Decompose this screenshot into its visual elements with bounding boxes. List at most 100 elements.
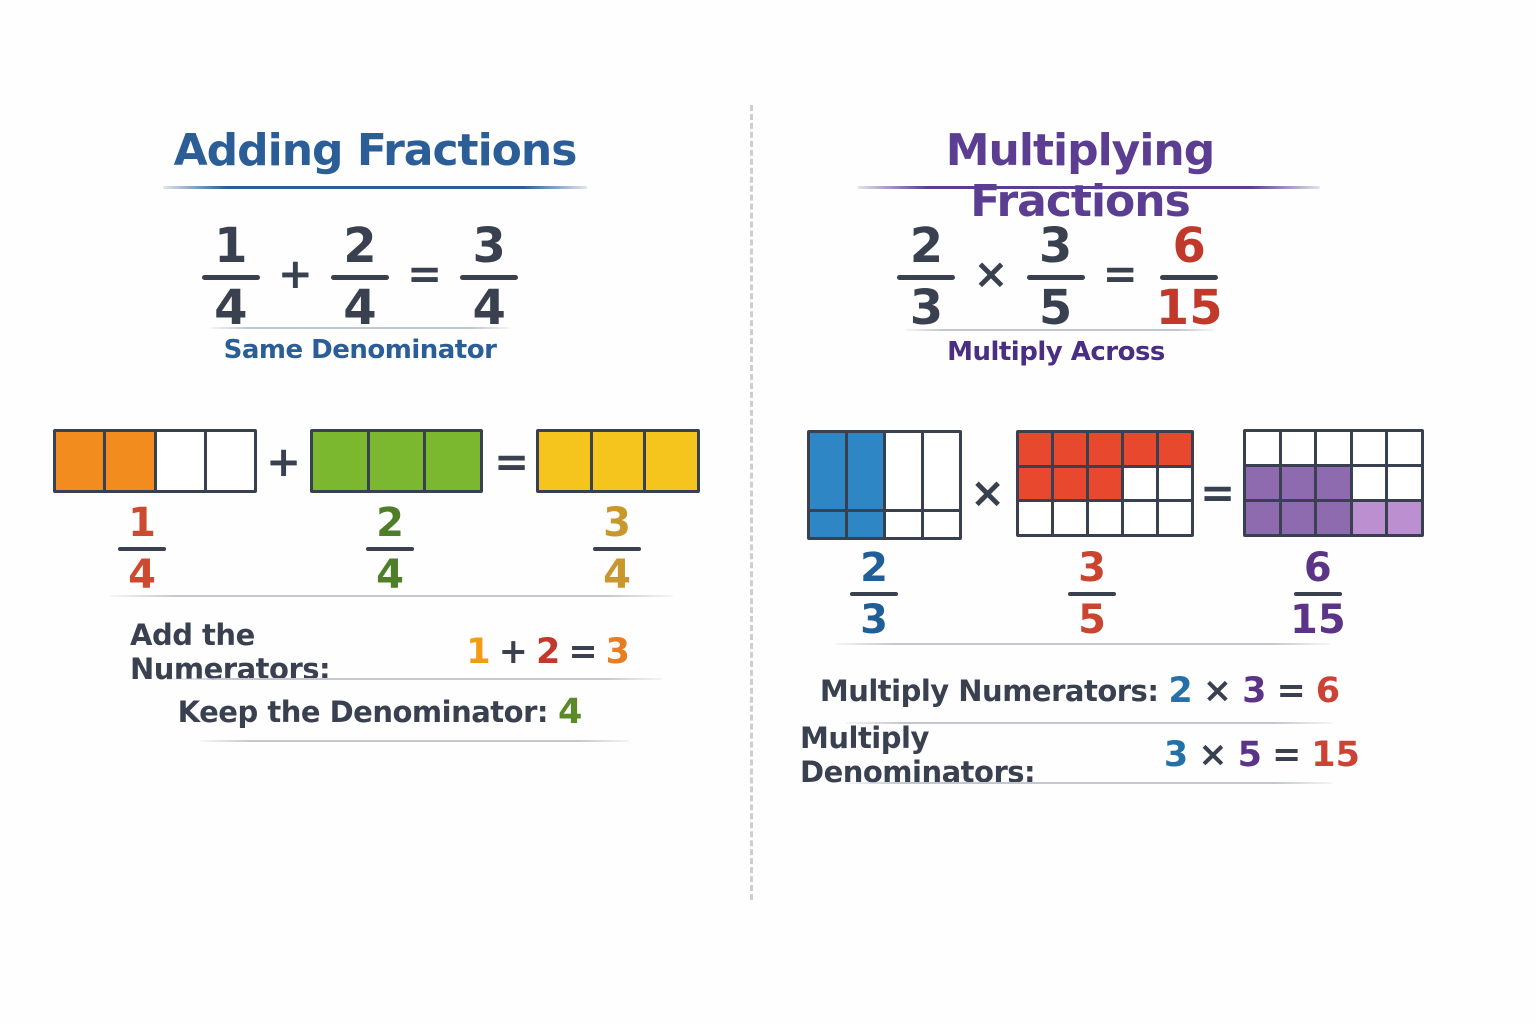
label-fraction-2-3: 2 3	[850, 548, 898, 640]
rule-label: Multiply Numerators:	[819, 674, 1159, 708]
grid-cell-white	[1281, 432, 1315, 464]
right-panel-title: Multiplying Fractions	[945, 125, 1215, 227]
grid-cell-white	[924, 433, 959, 509]
denominator: 5	[1038, 279, 1073, 336]
grid-cell-white	[1159, 467, 1191, 500]
multiply-numerators-underline	[845, 722, 1333, 724]
add-numerators-line: Add the Numerators: 1 +2 = 3	[130, 618, 630, 686]
numerator: 1	[214, 218, 248, 274]
grid-cell-lilac	[1388, 502, 1421, 534]
label-fraction-1-4: 1 4	[118, 503, 166, 595]
fraction-bar	[850, 592, 898, 596]
fraction-bar	[201, 274, 260, 280]
left-equation: 1 4 + 2 4 = 3 4	[170, 222, 550, 333]
grid-cell-green	[313, 432, 367, 490]
numerator: 1	[128, 500, 156, 546]
rule-label: Multiply Denominators:	[800, 721, 1036, 789]
left-section-underline	[110, 595, 673, 597]
area-model-3-5	[1016, 430, 1194, 537]
add-numerators-underline	[168, 678, 663, 680]
grid-cell-white	[1246, 432, 1279, 464]
grid-cell-red	[1054, 433, 1086, 465]
rule-expression: 3 × 5 = 15	[1164, 735, 1360, 775]
grid-cell-white	[1054, 502, 1086, 534]
rule-label: Keep the Denominator:	[177, 695, 549, 729]
equation-token: 3	[1242, 671, 1267, 711]
plus-operator: +	[266, 437, 302, 486]
fraction-bar	[118, 547, 166, 551]
equation-token: 5	[1237, 735, 1262, 775]
rule-expression: 4	[558, 692, 582, 732]
grid-cell-red	[1019, 433, 1051, 465]
rule-label: Add the Numerators:	[130, 618, 331, 686]
right-subtitle: Multiply Across	[947, 337, 1165, 367]
multiply-denominators-underline	[845, 782, 1333, 784]
multiply-numerators-line: Multiply Numerators: 2 × 3 = 6	[810, 668, 1350, 714]
grid-cell-lilac	[1352, 502, 1386, 534]
left-title-underline	[163, 186, 587, 189]
area-model-6-15	[1243, 429, 1424, 537]
grid-cell-green	[369, 432, 424, 490]
denominator: 4	[376, 552, 404, 598]
denominator: 4	[472, 279, 506, 336]
right-title-underline	[858, 186, 1320, 189]
grid-cell-orange	[106, 432, 154, 490]
grid-cell-purple	[1317, 467, 1350, 499]
denominator: 3	[860, 597, 888, 643]
fraction-bar	[1026, 274, 1085, 280]
grid-cell-white	[1089, 502, 1121, 534]
numerator: 3	[1078, 545, 1106, 591]
grid-cell-yellow	[539, 432, 590, 490]
fraction-3-5: 3 5	[1026, 218, 1085, 336]
grid-cell-blue	[810, 433, 845, 509]
grid-cell-white	[1124, 467, 1156, 500]
numerator: 3	[472, 218, 506, 274]
right-section-underline	[835, 643, 1330, 645]
grid-cell-orange	[56, 432, 104, 490]
grid-cell-purple	[1317, 502, 1350, 534]
numerator: 3	[1038, 218, 1073, 274]
equals-operator: =	[407, 248, 443, 298]
grid-cell-red	[1159, 433, 1191, 465]
numerator: 2	[343, 218, 377, 274]
equals-operator: =	[494, 437, 530, 486]
left-subtitle: Same Denominator	[223, 335, 497, 365]
left-equation-underline	[210, 327, 510, 329]
grid-cell-purple	[1246, 502, 1279, 534]
numerator: 2	[860, 545, 888, 591]
bar-model-1-4	[53, 429, 257, 493]
grid-cell-white	[206, 432, 254, 490]
equation-token: 1	[466, 632, 491, 672]
fraction-2-4: 2 4	[331, 222, 389, 333]
fraction-bar	[593, 547, 641, 551]
label-fraction-6-15: 6 15	[1290, 548, 1346, 640]
label-fraction-2-4: 2 4	[366, 503, 414, 595]
equation-token: ×	[1198, 735, 1228, 775]
grid-cell-white	[1019, 502, 1051, 534]
fraction-bar	[1068, 592, 1116, 596]
equation-token: 6	[1315, 671, 1341, 711]
equation-token: 2	[535, 632, 561, 672]
equation-token: 3	[605, 632, 630, 672]
grid-cell-yellow	[592, 432, 644, 490]
equation-token: +	[498, 632, 528, 672]
grid-cell-white	[1388, 432, 1421, 464]
equation-token: ×	[1202, 671, 1233, 711]
rule-expression: 1 +2 = 3	[466, 632, 630, 672]
grid-cell-red	[1019, 467, 1051, 500]
grid-cell-red	[1089, 433, 1121, 465]
times-operator: ×	[970, 468, 1006, 517]
denominator: 5	[1078, 597, 1106, 643]
label-fraction-3-4: 3 4	[593, 503, 641, 595]
grid-cell-white	[1124, 502, 1156, 534]
grid-cell-white	[1352, 432, 1386, 464]
equation-token: =	[1271, 735, 1302, 775]
grid-cell-red	[1124, 433, 1156, 465]
fraction-1-4: 1 4	[201, 218, 260, 333]
plus-operator: +	[277, 248, 313, 298]
times-operator: ×	[973, 248, 1009, 298]
denominator: 15	[1290, 597, 1346, 643]
numerator: 3	[603, 500, 631, 546]
fraction-bar	[331, 274, 389, 280]
